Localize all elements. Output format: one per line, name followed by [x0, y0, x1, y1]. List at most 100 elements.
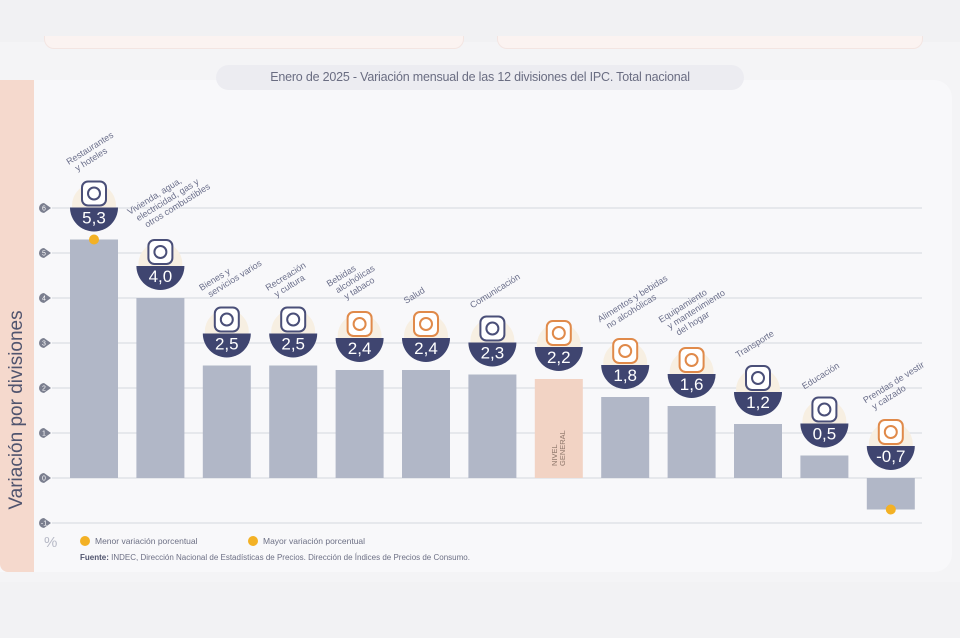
bar-group: 0,5 Educación [800, 360, 849, 478]
phone-icon [479, 315, 506, 342]
legend-min: Menor variación porcentual [80, 536, 198, 546]
bar-group: 1,6 Equipamientoy mantenimientodel hogar [657, 279, 732, 478]
unit-symbol: % [44, 534, 58, 551]
value-label: 2,4 [414, 339, 438, 358]
bar [800, 455, 849, 478]
icon-shape [612, 338, 639, 364]
y-tick-label: 5 [42, 251, 46, 258]
bottom-background [0, 582, 960, 638]
value-label: 1,6 [680, 375, 704, 394]
icon-shape [280, 306, 307, 333]
bar-group: -0,7 Prendas de vestiry calzado [861, 360, 926, 515]
bar [136, 298, 185, 478]
y-tick-bubble [39, 518, 51, 528]
category-label: Educación [800, 360, 841, 391]
icon-shape [745, 365, 771, 391]
y-tick-label: 1 [42, 431, 46, 438]
value-badge [667, 374, 716, 398]
y-tick: 6 [39, 203, 51, 213]
bar [734, 424, 782, 478]
general-bar-label-line: NIVEL [550, 444, 559, 466]
max-marker [89, 234, 99, 245]
value-badge [202, 333, 251, 358]
bar [601, 397, 650, 478]
value-label: 2,4 [348, 339, 372, 358]
y-tick: 1 [39, 428, 51, 438]
icon-shape [213, 306, 240, 333]
category-label: Bienes yservicios varios [197, 249, 264, 301]
category-label: Equipamientoy mantenimientodel hogar [657, 279, 732, 342]
bottle-icon [346, 311, 373, 337]
category-label: Transporte [734, 328, 776, 359]
car-icon [745, 365, 771, 391]
bar [667, 406, 716, 478]
icon-shape [751, 371, 765, 385]
y-tick-label: -1 [41, 521, 47, 528]
legend-min-marker [80, 536, 90, 546]
y-tick-bubble [39, 473, 51, 483]
legend-min-label: Menor variación porcentual [95, 536, 198, 546]
bar-general [534, 379, 583, 478]
icon-shape [545, 320, 572, 346]
y-tick: 5 [39, 248, 51, 258]
icon-shape [551, 326, 566, 340]
value-label: 5,3 [82, 209, 106, 228]
category-label-line: Comunicación [468, 271, 522, 310]
value-badge [335, 338, 384, 362]
icon-shape [87, 186, 101, 201]
y-tick-label: 6 [42, 206, 46, 213]
value-badge [269, 333, 318, 358]
legend-max: Mayor variación porcentual [248, 536, 365, 546]
y-tick-label: 2 [42, 386, 46, 393]
bar-group: 2,5 Bienes yservicios varios [197, 249, 264, 478]
category-label-line: Transporte [734, 328, 776, 359]
source-prefix: Fuente: [80, 553, 109, 562]
source-text: INDEC, Dirección Nacional de Estadística… [108, 553, 470, 562]
icon-shape [346, 311, 373, 337]
icon-shape [147, 239, 174, 265]
icon-shape [684, 353, 699, 367]
y-tick-bubble [39, 293, 51, 303]
side-strip: Variación por divisiones [0, 80, 34, 572]
y-tick-bubble [39, 428, 51, 438]
general-bar-label-line: GENERAL [558, 430, 567, 466]
restaurant-icon [81, 180, 107, 207]
category-label: Restaurantesy hoteles [64, 130, 120, 176]
bar [866, 478, 915, 510]
chart-title: Enero de 2025 - Variación mensual de las… [216, 65, 744, 90]
icon-shape [877, 419, 904, 445]
home-appliance-icon [678, 347, 705, 373]
top-background [0, 0, 960, 42]
category-label: Recreacióny cultura [264, 260, 313, 301]
bar [335, 370, 384, 478]
bar-group: 4,0 Vivienda, agua,electricidad, gas yotr… [126, 175, 212, 478]
icon-shape [485, 321, 500, 336]
icon-shape [153, 245, 168, 259]
y-tick: 4 [39, 293, 51, 303]
bar-group: 5,3 Restaurantesy hoteles [64, 130, 120, 478]
y-tick-bubble [39, 338, 51, 348]
y-tick: 0 [39, 473, 51, 483]
value-badge [800, 423, 849, 448]
value-badge [601, 365, 650, 389]
value-label: 2,2 [547, 348, 571, 367]
icon-shape [352, 317, 367, 331]
value-badge [468, 342, 517, 367]
y-tick: 3 [39, 338, 51, 348]
notebook-icon [811, 396, 838, 423]
bar [269, 365, 318, 478]
y-tick-label: 0 [42, 476, 46, 483]
legend-max-marker [248, 536, 258, 546]
source-note: Fuente: INDEC, Dirección Nacional de Est… [80, 553, 470, 562]
value-badge [534, 347, 583, 371]
bar-group: 2,5 Recreacióny cultura [264, 260, 318, 478]
y-tick-bubble [39, 203, 51, 213]
value-badge [734, 392, 782, 416]
food-icon [612, 338, 639, 364]
value-label: 1,2 [746, 393, 770, 412]
category-label: Comunicación [468, 271, 522, 310]
value-label: 0,5 [813, 425, 837, 444]
value-label: 4,0 [149, 267, 173, 286]
